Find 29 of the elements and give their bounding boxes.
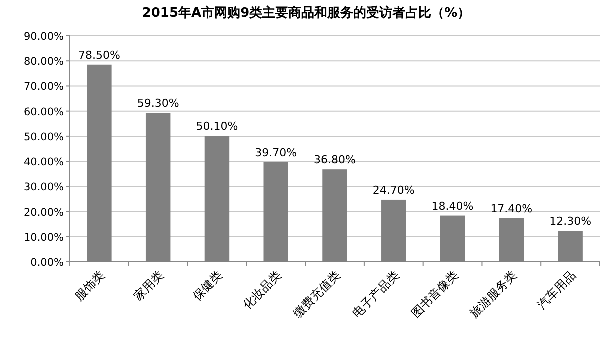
x-tick-label: 化妆品类 [240,268,284,312]
data-label: 18.40% [432,200,474,213]
chart-title: 2015年A市网购9类主要商品和服务的受访者占比（%） [142,5,471,21]
data-label: 59.30% [137,97,180,110]
x-tick-label: 保健类 [190,268,226,304]
y-tick-label: 90.00% [24,31,64,43]
x-tick-label: 汽车用品 [534,268,579,312]
data-label: 24.70% [372,184,415,197]
data-label: 17.40% [490,202,533,216]
y-tick-label: 30.00% [24,182,64,194]
x-tick-label: 家用类 [131,268,166,304]
data-label: 12.30% [550,215,592,228]
data-label: 78.50% [78,48,120,62]
y-tick-label: 60.00% [24,106,64,118]
y-tick-label: 70.00% [24,81,64,94]
y-tick-label: 80.00% [24,56,64,68]
x-tick-label: 旅游服务类 [467,268,520,321]
y-tick-label: 0.00% [30,257,64,269]
x-tick-label: 缴费充值类 [290,268,344,321]
x-tick-label: 服饰类 [72,268,108,304]
data-label: 39.70% [255,146,298,160]
y-tick-label: 20.00% [24,206,64,219]
y-tick-label: 10.00% [24,232,64,244]
x-tick-label: 电子产品类 [350,268,402,321]
y-tick-label: 40.00% [24,156,64,169]
y-tick-label: 50.00% [24,131,64,144]
data-label: 50.10% [196,120,238,134]
data-label: 36.80% [314,154,356,167]
x-tick-label: 图书音像类 [408,268,461,321]
